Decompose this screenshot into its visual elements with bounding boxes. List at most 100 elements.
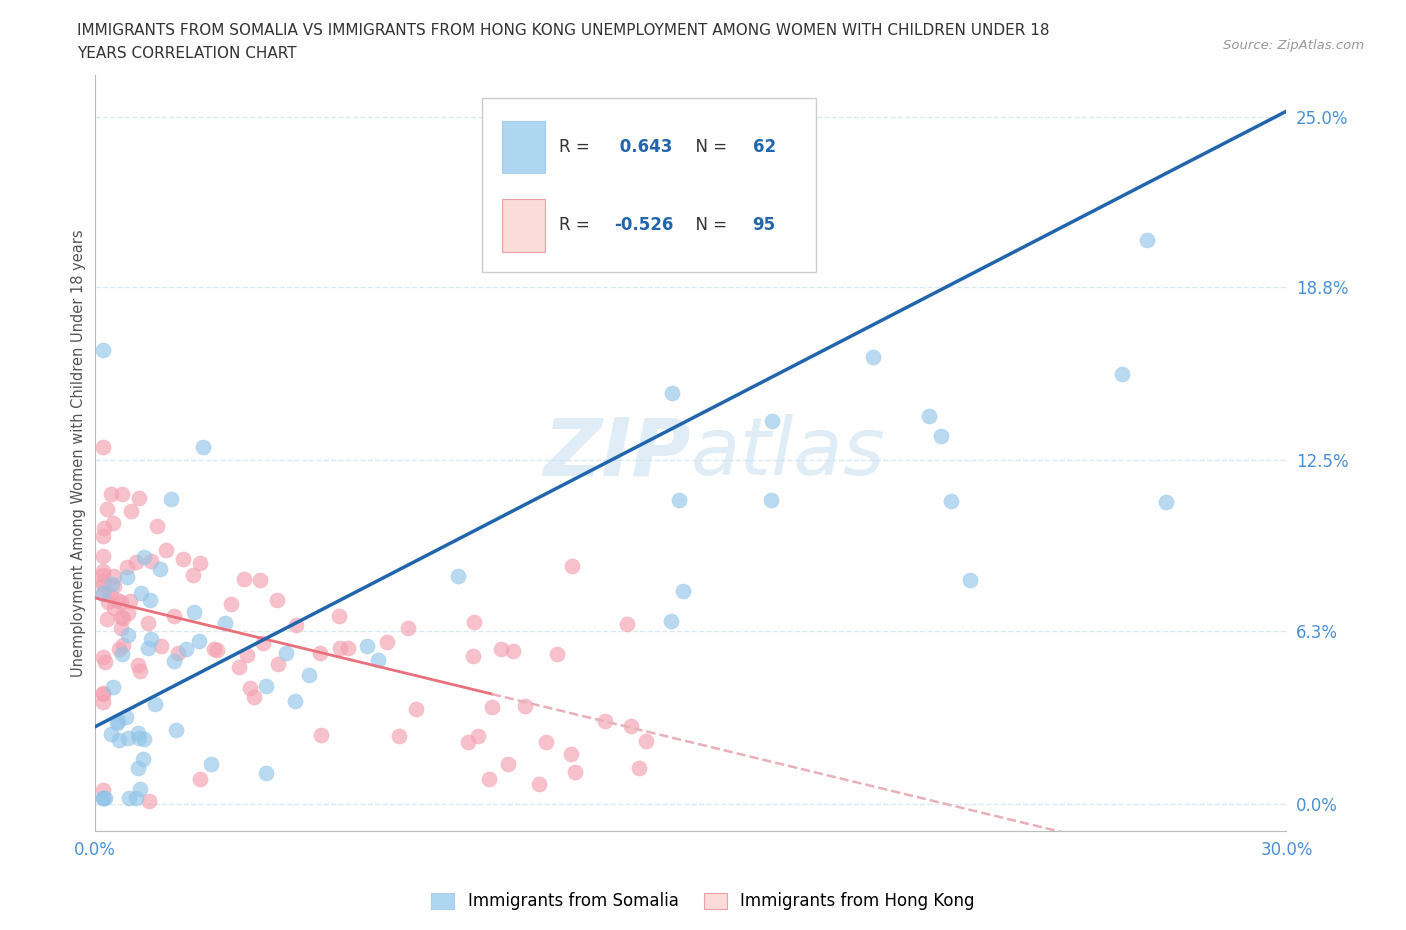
Point [356, 639, 378, 654]
Point [308, 645, 330, 660]
Text: ZIP: ZIP [543, 415, 690, 493]
Text: N =: N = [685, 138, 733, 156]
Point [564, 764, 586, 779]
Text: N =: N = [685, 216, 733, 234]
Point [91, 574, 114, 589]
Point [219, 597, 242, 612]
Point [931, 428, 953, 443]
Point [97, 594, 120, 609]
Point [405, 701, 427, 716]
Point [125, 791, 148, 806]
Text: R =: R = [560, 138, 595, 156]
Point [136, 640, 159, 655]
Legend: Immigrants from Somalia, Immigrants from Hong Kong: Immigrants from Somalia, Immigrants from… [425, 885, 981, 917]
Point [128, 731, 150, 746]
Point [396, 620, 419, 635]
Point [529, 777, 551, 791]
Point [163, 608, 186, 623]
Point [204, 642, 226, 657]
Point [91, 578, 114, 592]
Point [91, 585, 114, 600]
Point [181, 568, 204, 583]
Point [96, 612, 118, 627]
Point [125, 554, 148, 569]
Text: IMMIGRANTS FROM SOMALIA VS IMMIGRANTS FROM HONG KONG UNEMPLOYMENT AMONG WOMEN WI: IMMIGRANTS FROM SOMALIA VS IMMIGRANTS FR… [77, 23, 1050, 38]
Point [337, 641, 360, 656]
Point [249, 573, 271, 588]
Point [668, 492, 690, 507]
Point [114, 710, 136, 724]
Point [91, 649, 114, 664]
Point [129, 663, 152, 678]
Point [959, 573, 981, 588]
Point [120, 504, 142, 519]
Point [94, 791, 117, 806]
Point [138, 794, 160, 809]
Point [110, 646, 132, 661]
Point [93, 521, 115, 536]
Point [120, 593, 142, 608]
Point [274, 645, 297, 660]
Point [100, 577, 122, 591]
Point [1156, 494, 1178, 509]
Point [107, 713, 129, 728]
Point [91, 791, 114, 806]
Point [620, 718, 643, 733]
Point [628, 761, 651, 776]
Point [91, 695, 114, 710]
Point [634, 733, 657, 748]
Point [91, 783, 114, 798]
Point [546, 647, 568, 662]
Point [134, 550, 156, 565]
Point [105, 592, 128, 607]
Point [561, 559, 583, 574]
Point [163, 653, 186, 668]
Point [489, 642, 512, 657]
Text: R =: R = [560, 216, 595, 234]
Point [132, 751, 155, 766]
Point [266, 592, 288, 607]
Point [496, 756, 519, 771]
Point [200, 757, 222, 772]
Point [513, 698, 536, 713]
Point [188, 633, 211, 648]
Point [298, 667, 321, 682]
FancyBboxPatch shape [502, 121, 546, 173]
Point [659, 614, 682, 629]
Point [128, 491, 150, 506]
Point [463, 615, 485, 630]
Point [111, 611, 134, 626]
Point [254, 679, 277, 694]
Point [166, 645, 188, 660]
Point [172, 551, 194, 566]
Point [160, 492, 183, 507]
Point [388, 729, 411, 744]
Point [190, 555, 212, 570]
Point [375, 635, 398, 650]
Point [103, 568, 125, 583]
Point [100, 726, 122, 741]
Point [94, 655, 117, 670]
Point [91, 564, 114, 578]
Point [214, 616, 236, 631]
Point [481, 699, 503, 714]
Point [103, 679, 125, 694]
Point [139, 553, 162, 568]
Point [311, 727, 333, 742]
Text: 0.643: 0.643 [614, 138, 672, 156]
Point [761, 414, 783, 429]
Point [91, 568, 114, 583]
Point [252, 635, 274, 650]
Point [100, 486, 122, 501]
Point [139, 592, 162, 607]
Point [329, 641, 352, 656]
Point [283, 693, 305, 708]
Point [918, 408, 941, 423]
Point [536, 735, 558, 750]
Point [191, 439, 214, 454]
Point [103, 515, 125, 530]
Point [98, 588, 121, 603]
Point [165, 723, 187, 737]
Point [447, 568, 470, 583]
FancyBboxPatch shape [482, 99, 815, 272]
